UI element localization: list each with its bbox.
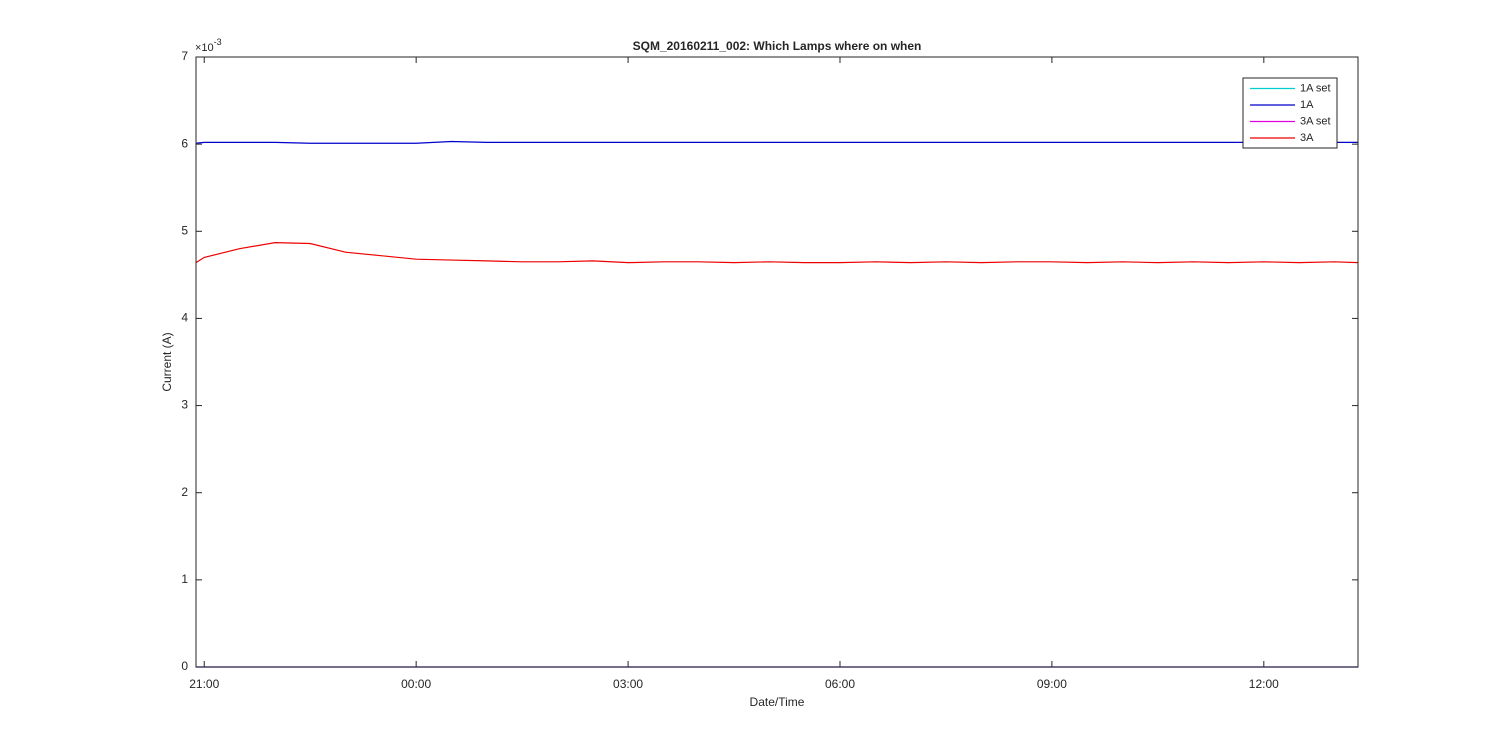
chart-title: SQM_20160211_002: Which Lamps where on w… [633,39,922,53]
y-tick-label: 5 [181,223,188,237]
multiplier-base: ×10 [195,42,214,54]
y-tick-label: 0 [181,659,188,673]
y-tick-label: 3 [181,398,188,412]
x-tick-label: 09:00 [1037,677,1067,691]
y-multiplier: ×10-3 [195,37,222,54]
legend-label: 3A [1300,132,1314,144]
series-line [195,242,1359,264]
x-tick-label: 00:00 [401,677,431,691]
y-tick-label: 1 [181,572,188,586]
multiplier-exponent: -3 [214,37,222,47]
x-tick-label: 21:00 [189,677,219,691]
y-tick-label: 4 [181,311,188,325]
y-tick-label: 7 [181,49,188,63]
x-tick-label: 03:00 [613,677,643,691]
plot-area [196,57,1358,667]
axes-box [195,56,1359,668]
legend-label: 3A set [1300,115,1331,127]
y-tick-label: 6 [181,136,188,150]
legend-label: 1A [1300,99,1314,111]
y-axis-label: Current (A) [160,332,174,391]
y-tick-label: 2 [181,485,188,499]
legend-label: 1A set [1300,82,1331,94]
x-tick-label: 12:00 [1249,677,1279,691]
x-axis-label: Date/Time [750,695,805,709]
series-line [195,140,1358,144]
x-tick-label: 06:00 [825,677,855,691]
legend-box [1242,77,1338,149]
